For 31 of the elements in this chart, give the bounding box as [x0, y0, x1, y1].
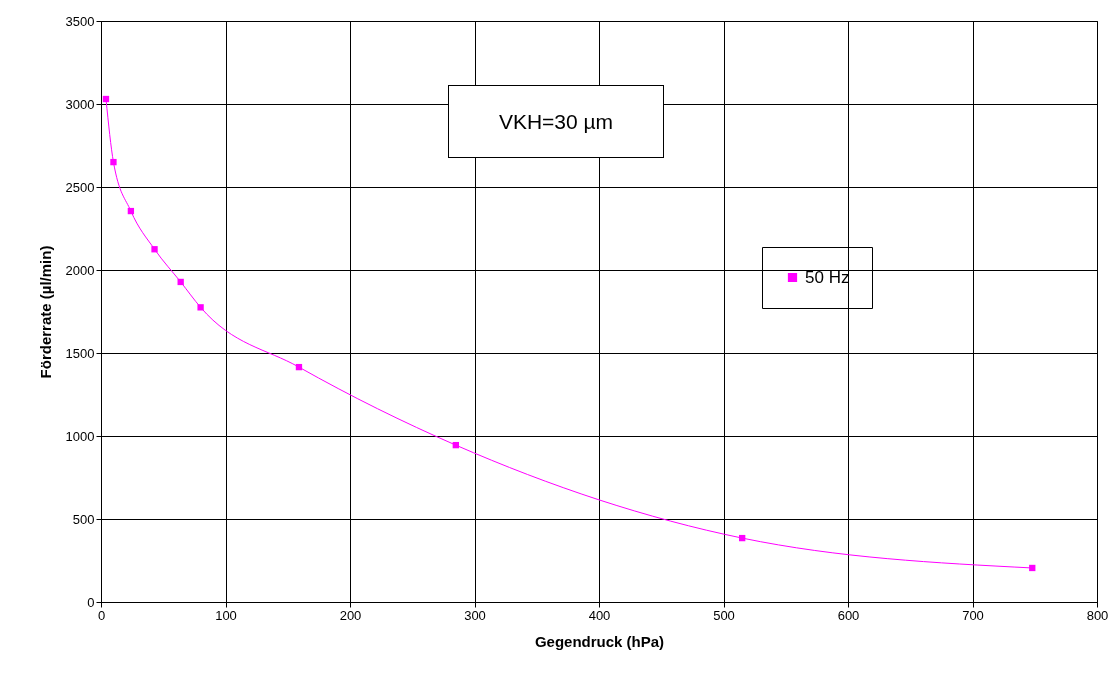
point	[177, 278, 184, 286]
y-tick-label: 1000	[65, 428, 95, 444]
point	[127, 207, 135, 215]
point	[1029, 564, 1036, 572]
point	[110, 158, 117, 166]
x-tick-label: 600	[837, 607, 860, 623]
point	[739, 534, 746, 542]
x-tick-label: 400	[588, 607, 611, 623]
y-tick-label: 1500	[65, 345, 95, 361]
x-tick-label: 800	[1086, 607, 1109, 623]
point	[197, 304, 204, 311]
x-tick-label: 200	[339, 607, 362, 623]
x-tick-label: 300	[464, 607, 486, 623]
x-axis-title: Gegendruck (hPa)	[534, 632, 665, 650]
y-axis-title: Förderrate (µl/min)	[36, 245, 54, 379]
point	[452, 441, 459, 449]
y-tick-label: 3500	[65, 13, 95, 29]
y-tick-label: 0	[87, 594, 95, 610]
x-tick-label: 500	[713, 607, 735, 623]
text-box: VKH=30 µm	[448, 85, 664, 158]
legend-label: 50 Hz	[805, 267, 850, 287]
x-tick-label: 100	[215, 607, 237, 623]
y-tick-label: 2000	[65, 262, 95, 278]
point	[295, 363, 303, 371]
point	[102, 95, 110, 103]
y-tick-label: 3000	[65, 96, 95, 112]
point	[151, 246, 158, 253]
x-tick-label: 700	[962, 607, 984, 623]
y-tick-label: 2500	[65, 179, 95, 195]
y-tick-label: 500	[72, 511, 95, 527]
x-tick-label: 0	[97, 607, 106, 623]
